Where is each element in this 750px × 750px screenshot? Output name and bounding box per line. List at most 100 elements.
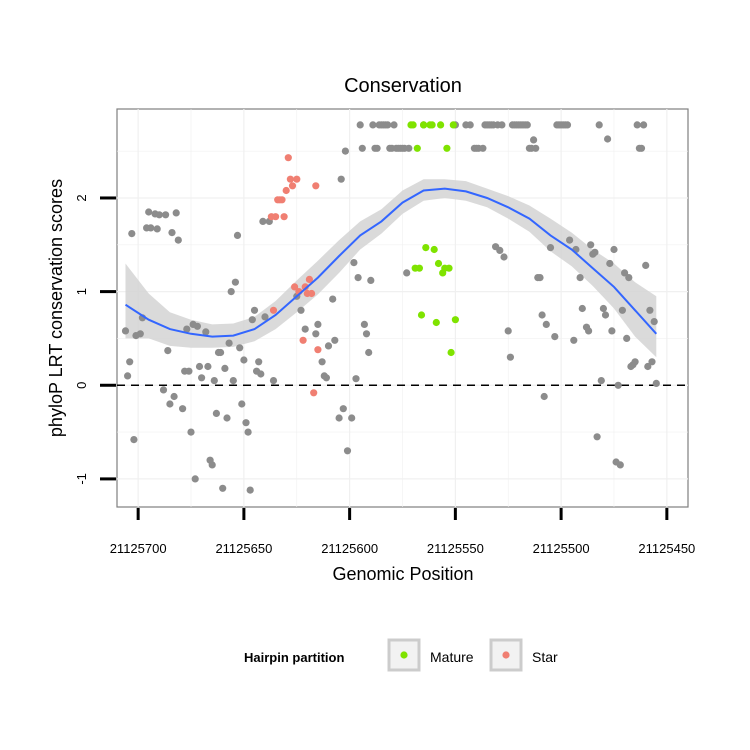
data-point-star [305, 275, 313, 283]
data-point-other [498, 121, 506, 129]
data-point-star [312, 182, 320, 190]
data-point-other [546, 244, 555, 252]
data-point-star [288, 182, 297, 190]
data-point-other [610, 245, 618, 254]
data-point-other [246, 486, 254, 494]
data-point-mature [451, 316, 459, 324]
data-point-other [625, 274, 633, 282]
data-point-other [356, 121, 364, 129]
data-point-mature [447, 348, 455, 357]
data-point-other [259, 217, 267, 225]
data-point-other [337, 175, 345, 183]
x-axis: 21125700 21125650 21125600 21125550 21125500… [110, 508, 695, 556]
data-point-other [538, 311, 546, 319]
x-tick-label: 21125500 [533, 541, 590, 556]
data-point-other [367, 276, 375, 284]
data-point-mature [434, 259, 443, 268]
data-point-other [390, 121, 398, 129]
data-point-other [225, 339, 233, 347]
data-point-other [185, 367, 193, 375]
data-point-other [504, 327, 512, 335]
x-axis-title: Genomic Position [332, 564, 473, 584]
data-point-mature [430, 245, 438, 254]
data-point-other [231, 278, 239, 286]
data-point-other [604, 135, 612, 143]
data-point-other [563, 121, 572, 129]
data-point-star [282, 186, 290, 195]
data-point-other [648, 358, 656, 366]
data-point-mature [417, 311, 426, 319]
data-point-other [136, 330, 144, 338]
x-tick-label: 21125450 [638, 541, 695, 556]
smooth-trend-line [124, 187, 658, 338]
data-point-other [587, 241, 595, 249]
data-point-other [576, 274, 584, 282]
data-point-other [248, 316, 256, 324]
data-point-other [339, 405, 347, 413]
data-point-other [212, 409, 220, 417]
data-point-other [354, 274, 362, 282]
data-point-star [314, 346, 322, 354]
data-point-other [183, 325, 191, 333]
data-point-other [608, 327, 616, 335]
data-point-other [210, 377, 218, 385]
data-point-other [174, 236, 182, 244]
data-point-other [530, 136, 538, 144]
data-point-other [128, 230, 136, 238]
data-point-other [318, 358, 326, 366]
data-point-star [308, 289, 316, 298]
data-point-other [255, 358, 263, 366]
data-point-other [540, 392, 548, 401]
data-point-other [646, 306, 654, 314]
data-point-other [198, 374, 206, 382]
data-point-other [403, 269, 411, 277]
data-point-other [204, 362, 212, 371]
data-point-other [633, 121, 641, 129]
data-point-other [217, 348, 225, 357]
x-tick-label: 21125600 [321, 541, 378, 556]
data-point-other [578, 304, 586, 313]
data-point-other [623, 334, 631, 342]
data-point-other [147, 224, 155, 232]
data-point-other [614, 381, 622, 389]
data-point-other [536, 274, 544, 282]
y-tick-label: 2 [74, 194, 89, 201]
data-point-mature [449, 121, 457, 129]
data-point-star [269, 306, 278, 314]
data-point-other [335, 414, 343, 422]
data-point-other [637, 144, 646, 152]
data-point-other [479, 144, 487, 152]
data-point-other [570, 336, 578, 344]
data-point-other [405, 144, 413, 152]
data-point-other [312, 330, 320, 338]
data-point-other [195, 362, 204, 371]
data-point-other [599, 304, 608, 313]
data-point-other [187, 428, 195, 436]
data-point-star [299, 336, 307, 344]
data-point-other [343, 447, 352, 455]
data-point-other [500, 253, 508, 261]
data-point-other [616, 461, 624, 469]
data-point-mature [409, 121, 417, 129]
data-point-other [324, 342, 333, 350]
data-point-other [297, 306, 305, 314]
data-point-star [284, 154, 292, 162]
data-point-other [532, 144, 540, 152]
data-point-other [168, 229, 176, 237]
data-point-mature [432, 318, 440, 327]
data-point-other [202, 328, 210, 336]
data-point-other [373, 144, 381, 152]
data-point-other [566, 236, 574, 244]
data-point-other [360, 320, 368, 328]
data-point-mature [443, 144, 451, 152]
data-point-other [164, 347, 172, 355]
data-point-star [280, 213, 288, 221]
x-tick-label: 21125700 [110, 541, 167, 556]
data-point-other [261, 313, 269, 321]
data-point-other [331, 336, 339, 344]
data-point-other [369, 121, 377, 129]
data-point-other [219, 484, 227, 492]
data-point-other [221, 364, 229, 372]
data-point-other [642, 261, 650, 269]
